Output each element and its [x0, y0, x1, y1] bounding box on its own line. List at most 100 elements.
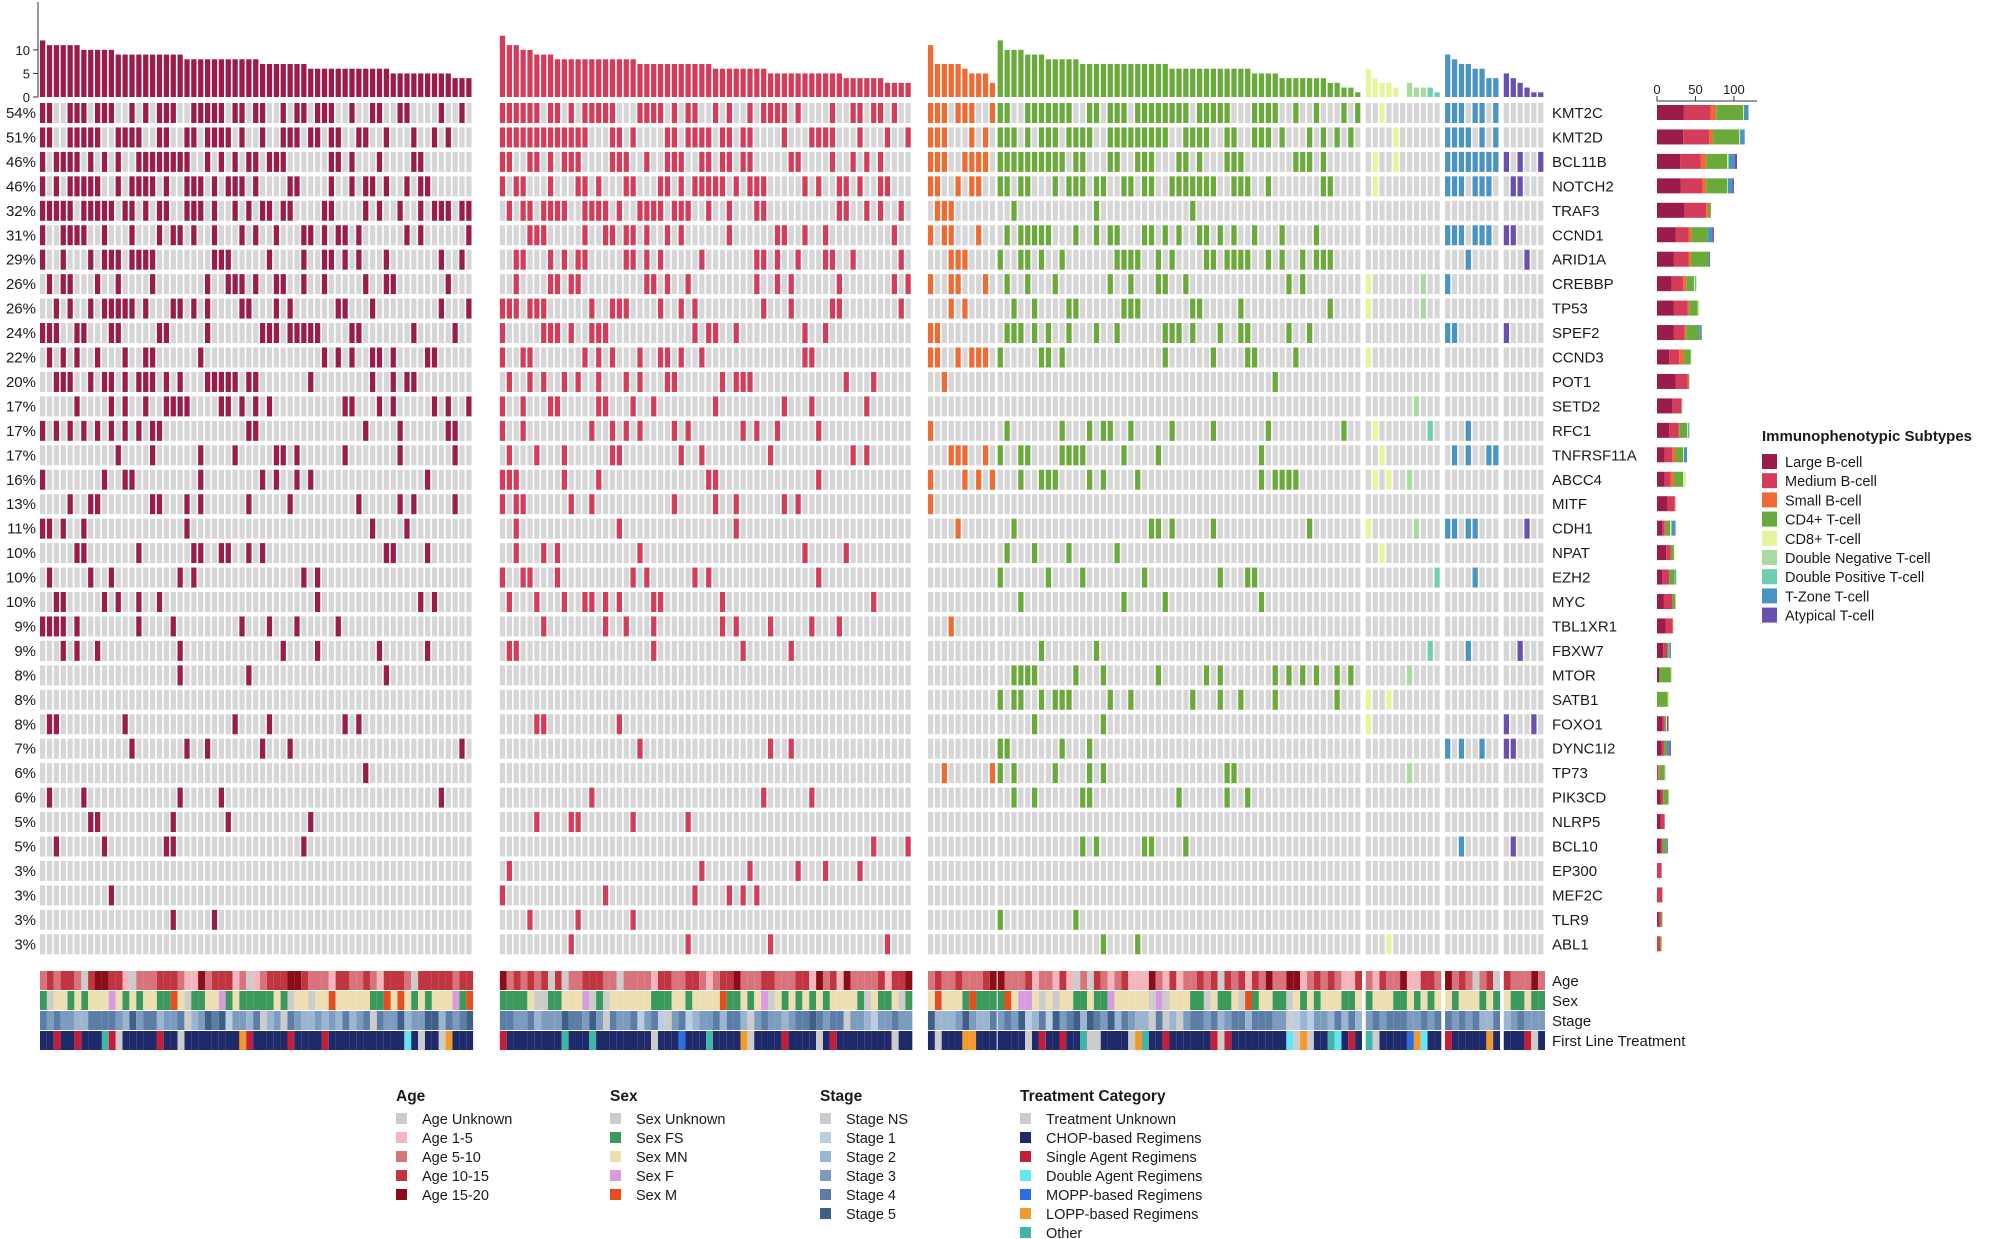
empty-cell [1524, 298, 1530, 319]
empty-cell [328, 592, 335, 612]
empty-cell [1334, 225, 1340, 246]
empty-cell [1190, 592, 1196, 612]
empty-cell [898, 103, 904, 123]
empty-cell [1018, 518, 1024, 539]
empty-cell [438, 323, 444, 344]
empty-cell [342, 176, 348, 197]
empty-cell [136, 103, 142, 123]
empty-cell [568, 200, 574, 221]
mutation-cell [40, 176, 46, 197]
empty-cell [314, 371, 321, 392]
mutation-cell [225, 371, 231, 392]
mutation-cell [864, 396, 870, 417]
empty-cell [692, 396, 698, 417]
empty-cell [122, 103, 128, 123]
empty-cell [506, 323, 513, 344]
mutation-cell [671, 200, 677, 221]
empty-cell [1176, 420, 1182, 441]
empty-cell [1393, 616, 1399, 637]
empty-cell [239, 469, 245, 490]
empty-cell [349, 469, 355, 490]
empty-cell [129, 151, 135, 172]
mutation-cell [328, 151, 335, 172]
empty-cell [452, 396, 458, 417]
empty-cell [163, 494, 170, 515]
empty-cell [712, 225, 719, 246]
empty-cell [1393, 640, 1399, 661]
mutation-cell [1073, 445, 1079, 466]
empty-cell [1217, 127, 1223, 148]
empty-cell [1434, 494, 1440, 515]
empty-cell [726, 298, 732, 319]
empty-cell [1087, 640, 1093, 661]
empty-cell [225, 445, 231, 466]
empty-cell [1155, 494, 1162, 515]
mutation-cell [383, 127, 389, 148]
empty-cell [1217, 592, 1223, 612]
empty-cell [969, 469, 975, 490]
mutation-cell [280, 103, 286, 123]
empty-cell [40, 347, 46, 368]
empty-cell [1093, 420, 1100, 441]
empty-cell [301, 640, 307, 661]
mutation-cell [678, 298, 684, 319]
mutation-cell [657, 200, 664, 221]
empty-cell [877, 640, 884, 661]
mutation-cell [122, 200, 128, 221]
mutation-cell [431, 347, 438, 368]
empty-cell [1348, 616, 1354, 637]
mutation-cell [314, 103, 321, 123]
empty-cell [520, 518, 526, 539]
empty-cell [1148, 274, 1155, 295]
empty-cell [962, 494, 968, 515]
mutation-cell [1224, 127, 1230, 148]
mutation-cell [46, 200, 53, 221]
mutation-cell [356, 323, 362, 344]
empty-cell [1372, 371, 1378, 392]
mutation-cell [170, 616, 176, 637]
mutation-cell [170, 151, 176, 172]
empty-cell [1052, 200, 1058, 221]
empty-cell [1169, 151, 1175, 172]
empty-cell [541, 592, 547, 612]
mutation-cell [761, 103, 767, 123]
empty-cell [1386, 225, 1392, 246]
empty-cell [273, 640, 280, 661]
mutation-cell [143, 396, 149, 417]
empty-cell [404, 347, 410, 368]
empty-cell [1538, 176, 1544, 197]
empty-cell [466, 347, 472, 368]
empty-cell [321, 494, 328, 515]
mutation-cell [651, 592, 657, 612]
empty-cell [452, 274, 458, 295]
empty-cell [568, 298, 574, 319]
mutation-cell [184, 494, 190, 515]
mutation-cell [1114, 103, 1120, 123]
empty-cell [1531, 127, 1537, 148]
mutation-cell [609, 103, 616, 123]
empty-cell [609, 176, 616, 197]
empty-cell [1341, 249, 1347, 270]
mutation-cell [706, 127, 712, 148]
empty-cell [1400, 494, 1406, 515]
empty-cell [857, 567, 863, 588]
empty-cell [884, 323, 891, 344]
empty-cell [1025, 323, 1031, 344]
empty-cell [1052, 543, 1058, 564]
empty-cell [101, 640, 108, 661]
empty-cell [321, 176, 328, 197]
empty-cell [177, 420, 183, 441]
empty-cell [232, 396, 238, 417]
empty-cell [829, 543, 836, 564]
empty-cell [246, 396, 252, 417]
empty-cell [499, 592, 506, 612]
mutation-cell [671, 420, 677, 441]
mutation-cell [1217, 323, 1223, 344]
empty-cell [1472, 127, 1478, 148]
mutation-cell [431, 200, 438, 221]
empty-cell [836, 543, 842, 564]
empty-cell [699, 323, 705, 344]
empty-cell [630, 420, 636, 441]
empty-cell [898, 567, 904, 588]
empty-cell [376, 371, 383, 392]
